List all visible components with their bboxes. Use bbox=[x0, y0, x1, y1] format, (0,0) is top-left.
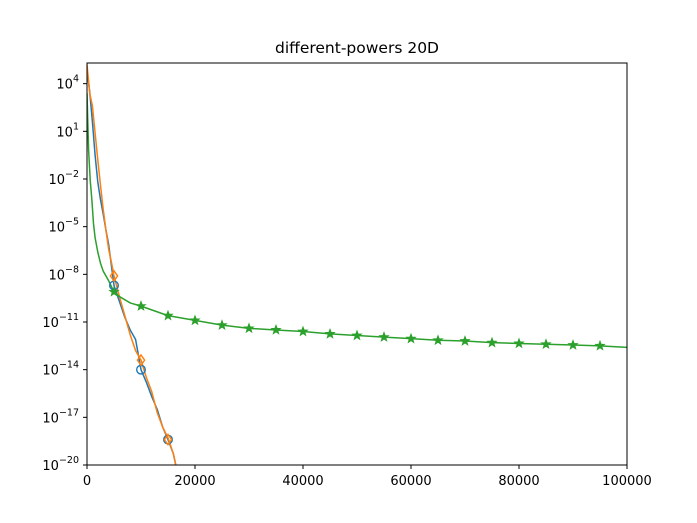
chart-title: different-powers 20D bbox=[275, 39, 439, 57]
y-tick-label: 10−17 bbox=[42, 407, 79, 426]
data-point bbox=[109, 269, 119, 283]
y-tick-label: 10−11 bbox=[42, 312, 79, 331]
data-point bbox=[108, 285, 120, 297]
x-axis: 0 20000 40000 60000 80000 100000 bbox=[83, 465, 652, 489]
data-point bbox=[162, 309, 174, 321]
y-tick-label: 104 bbox=[56, 74, 79, 93]
x-tick-label: 20000 bbox=[174, 474, 215, 489]
x-tick-label: 40000 bbox=[282, 474, 323, 489]
x-tick-label: 100000 bbox=[602, 474, 652, 489]
series-line-2 bbox=[87, 64, 177, 465]
data-point bbox=[540, 338, 552, 350]
data-point bbox=[405, 332, 417, 344]
data-point bbox=[243, 322, 255, 334]
data-point bbox=[594, 339, 606, 351]
series-line-3 bbox=[87, 93, 627, 349]
data-point bbox=[216, 319, 228, 330]
data-point bbox=[513, 337, 525, 349]
y-tick-label: 10−5 bbox=[48, 217, 79, 236]
marker-layer bbox=[108, 269, 606, 447]
y-tick-label: 10−8 bbox=[48, 264, 79, 283]
data-point bbox=[567, 339, 579, 350]
data-point bbox=[459, 335, 471, 346]
y-tick-label: 10−2 bbox=[48, 169, 79, 188]
data-point bbox=[135, 300, 147, 311]
data-point bbox=[351, 329, 363, 341]
y-tick-label: 10−20 bbox=[42, 455, 79, 474]
y-axis: 104 101 10−2 10−5 10−8 10−11 10−14 10−17 10−20 bbox=[42, 74, 87, 474]
data-point bbox=[486, 336, 498, 348]
data-point bbox=[163, 433, 173, 447]
y-tick-label: 101 bbox=[56, 121, 79, 140]
x-tick-label: 0 bbox=[83, 474, 91, 489]
data-point bbox=[432, 334, 444, 346]
plot-frame bbox=[86, 62, 628, 466]
y-tick-label: 10−14 bbox=[42, 360, 79, 379]
data-point bbox=[189, 314, 201, 326]
data-point bbox=[378, 331, 390, 342]
x-tick-label: 80000 bbox=[498, 474, 539, 489]
data-point bbox=[270, 323, 282, 335]
data-point bbox=[297, 325, 309, 337]
x-tick-label: 60000 bbox=[390, 474, 431, 489]
data-point bbox=[324, 327, 336, 339]
series-line-1 bbox=[87, 69, 177, 465]
series-layer bbox=[87, 64, 627, 465]
data-point bbox=[136, 353, 146, 367]
